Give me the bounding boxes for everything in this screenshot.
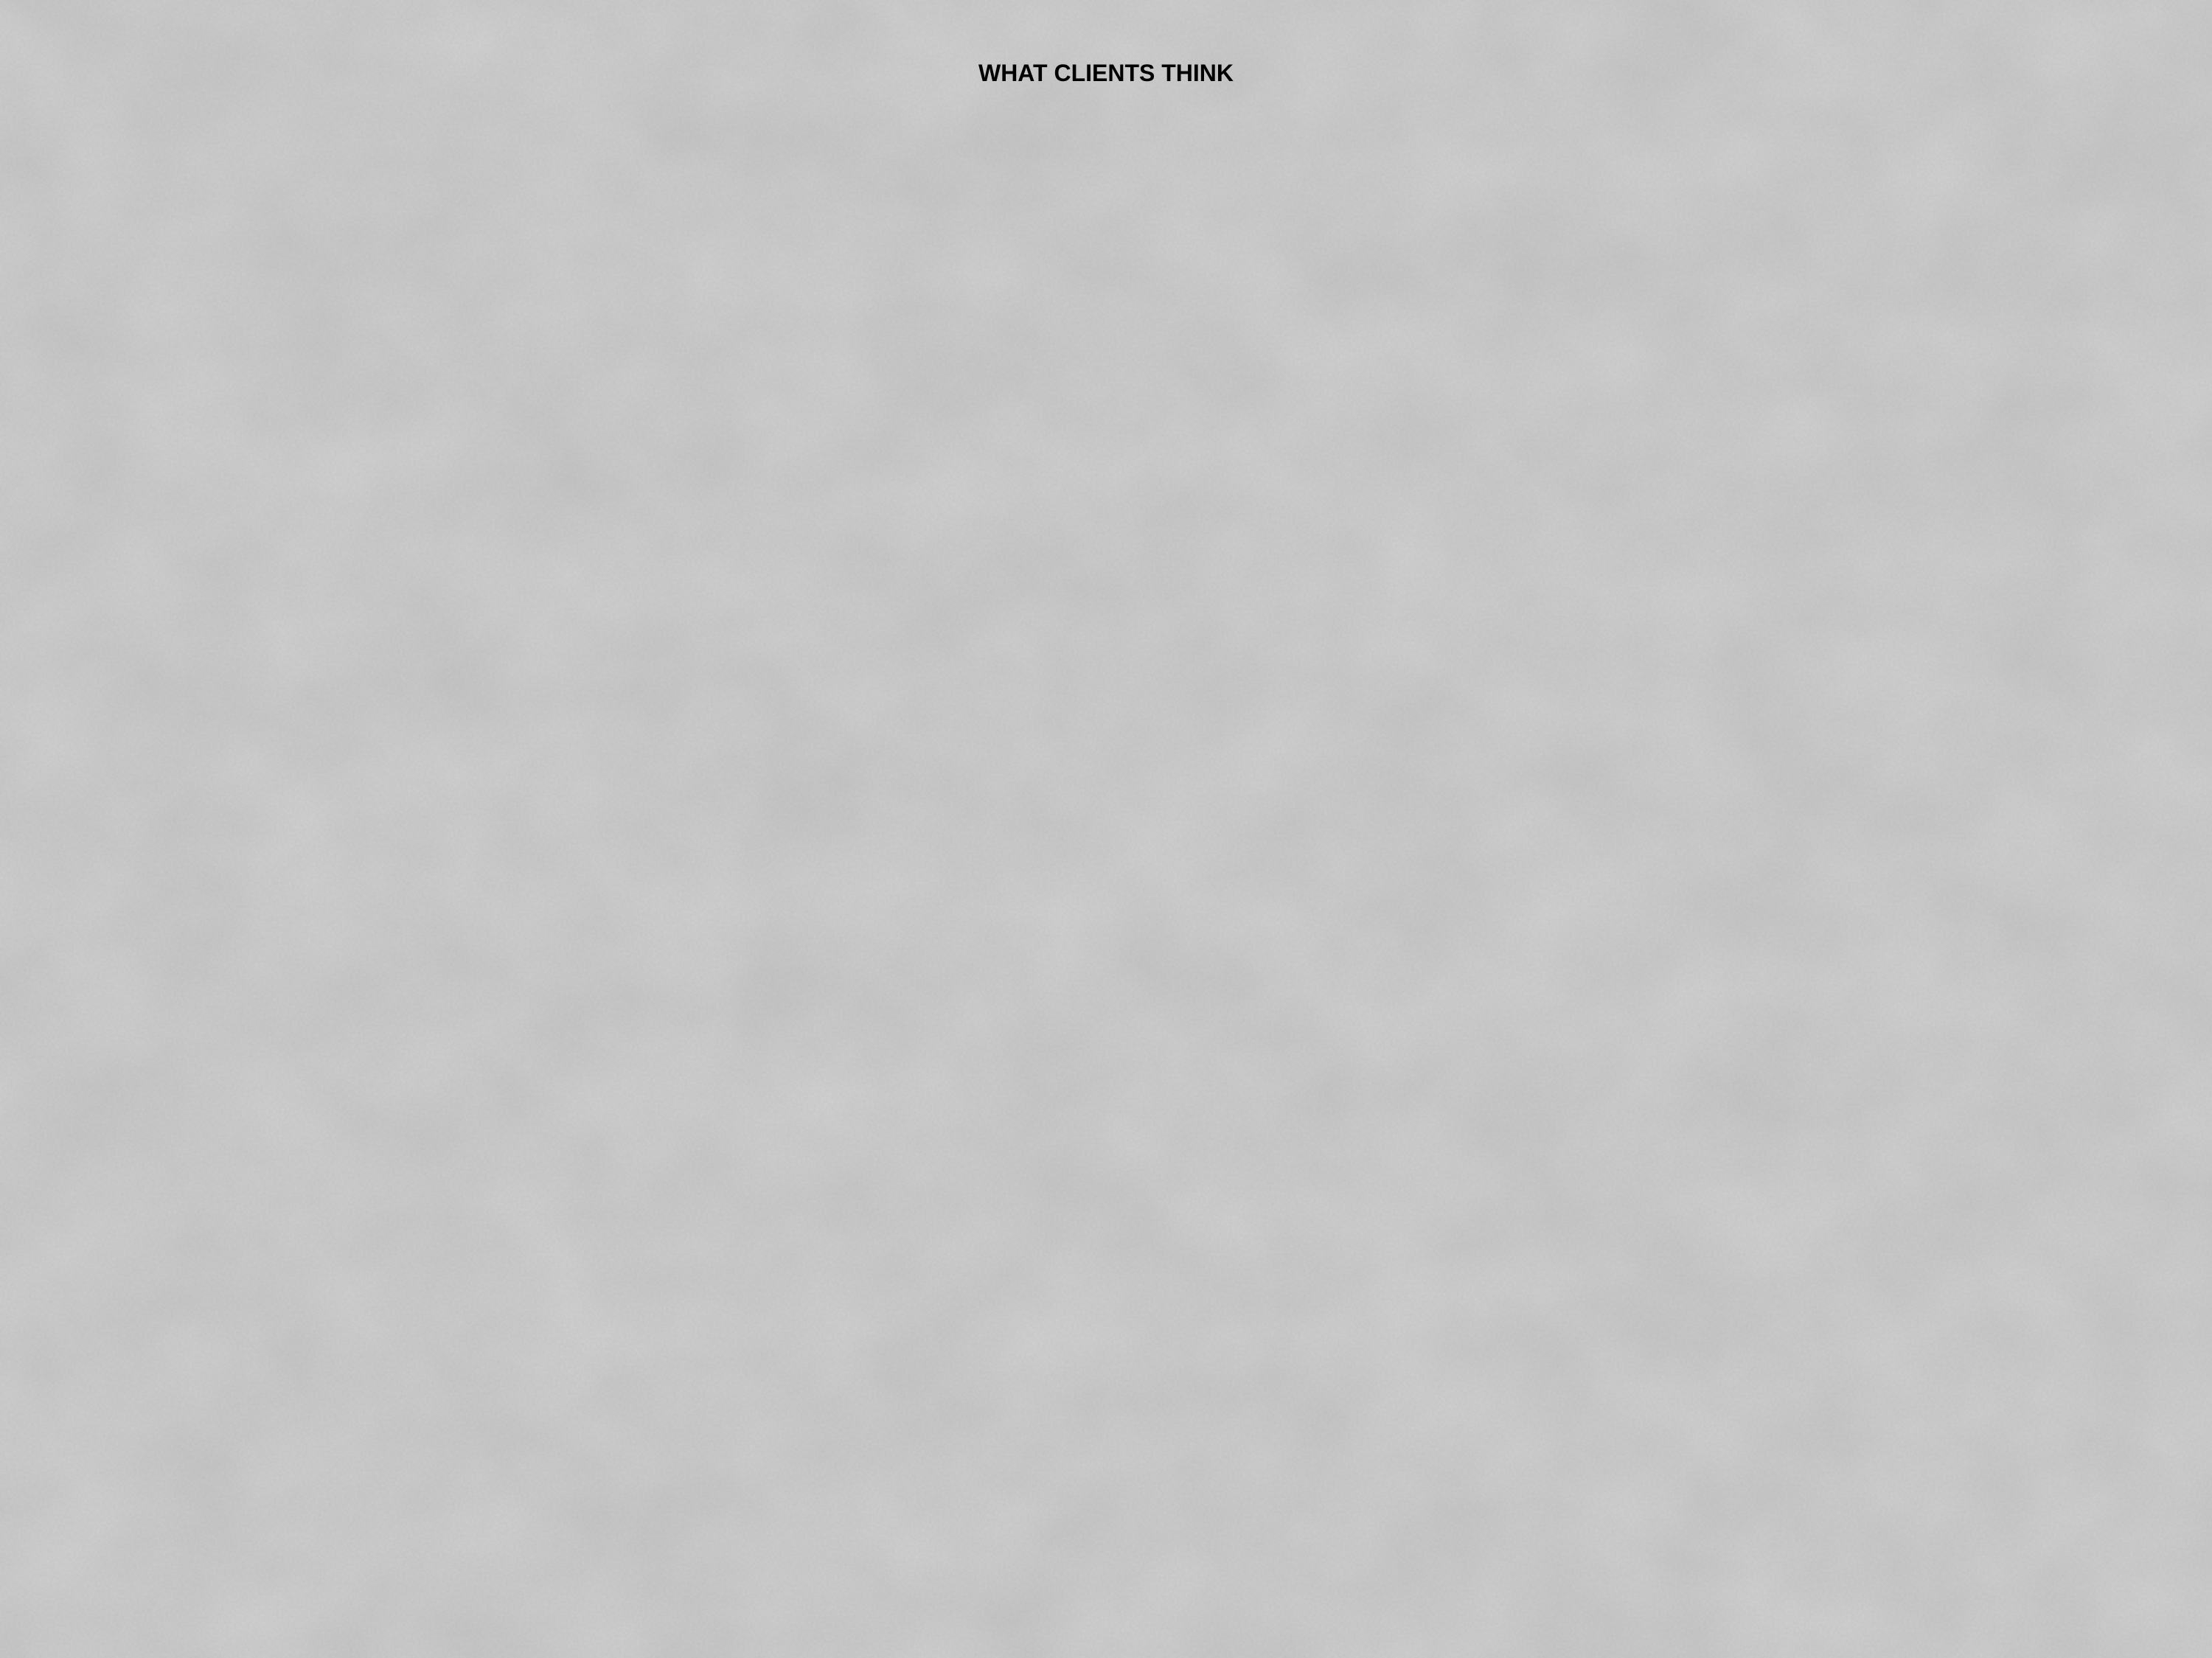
reviewer-name: Jedidiah MacCartney bbox=[0, 1586, 111, 1598]
star-rating: ★★★★★ bbox=[0, 1600, 53, 1613]
review-timestamp: 1 week ago bbox=[118, 1276, 179, 1289]
review-timestamp: 1 week ago bbox=[62, 483, 123, 495]
reviewer-name: Rodney Hudson bbox=[0, 793, 85, 805]
review-card-leonardo-right: Leonardo 1 week ago ★★★★★ Best man you t… bbox=[0, 1056, 782, 1276]
star-rating: ★★★★★ bbox=[0, 15, 53, 27]
review-timestamp: 1 week ago bbox=[53, 262, 114, 274]
reviewer-name: Leonardo bbox=[0, 1056, 50, 1069]
page-title: WHAT CLIENTS THINK bbox=[978, 60, 1234, 87]
review-text: Great little shop going here, what you s… bbox=[0, 1626, 603, 1651]
review-text: Best man you the best bbox=[0, 302, 118, 314]
review-timestamp: 1 week ago bbox=[88, 0, 149, 13]
review-card-rodney-hudson: Rodney Hudson 1 week ago ★★★★★ Great moc… bbox=[0, 793, 782, 1056]
review-text: Exactly what I was looking for. Ideal fo… bbox=[0, 1316, 449, 1328]
star-rating: ★★★★★ bbox=[0, 276, 53, 289]
review-text: Best man you the best bbox=[0, 1096, 118, 1109]
review-card-paul-crane: Paul Crane 1 week ago ★★★★★ Great pack. … bbox=[0, 483, 796, 793]
review-text: Great pack. These mock-ups have saved so… bbox=[0, 523, 531, 535]
review-timestamp: 1 week ago bbox=[114, 1586, 175, 1598]
review-card-catpocolypse: Catpocolypse T-Shirts 1 week ago ★★★★★ E… bbox=[0, 1276, 779, 1586]
reviewer-name: Paul Crane bbox=[0, 483, 60, 495]
review-text: Great mock up package definitely worth t… bbox=[0, 40, 387, 52]
review-card-hudson-left-partial: Rodney Hudson 1 week ago ★★★★★ Great moc… bbox=[0, 0, 811, 262]
star-rating: ★★★★★ bbox=[0, 807, 53, 820]
star-rating: ★★★★★ bbox=[0, 498, 53, 510]
review-timestamp: 1 week ago bbox=[88, 793, 149, 805]
reviewer-name: Catpocolypse T-Shirts bbox=[0, 1276, 116, 1289]
reviewer-name: Rodney Hudson bbox=[0, 0, 85, 13]
review-timestamp: 1 week ago bbox=[53, 1056, 114, 1069]
review-text: Great mock up package definitely worth t… bbox=[0, 832, 387, 845]
review-card-jedidiah: Jedidiah MacCartney 1 week ago ★★★★★ Gre… bbox=[0, 1586, 793, 1658]
star-rating: ★★★★★ bbox=[0, 1291, 53, 1303]
star-rating: ★★★★★ bbox=[0, 1071, 53, 1084]
reviewer-name: Leonardo bbox=[0, 262, 50, 274]
review-card-leonardo-top: Leonardo 1 week ago ★★★★★ Best man you t… bbox=[0, 262, 783, 483]
